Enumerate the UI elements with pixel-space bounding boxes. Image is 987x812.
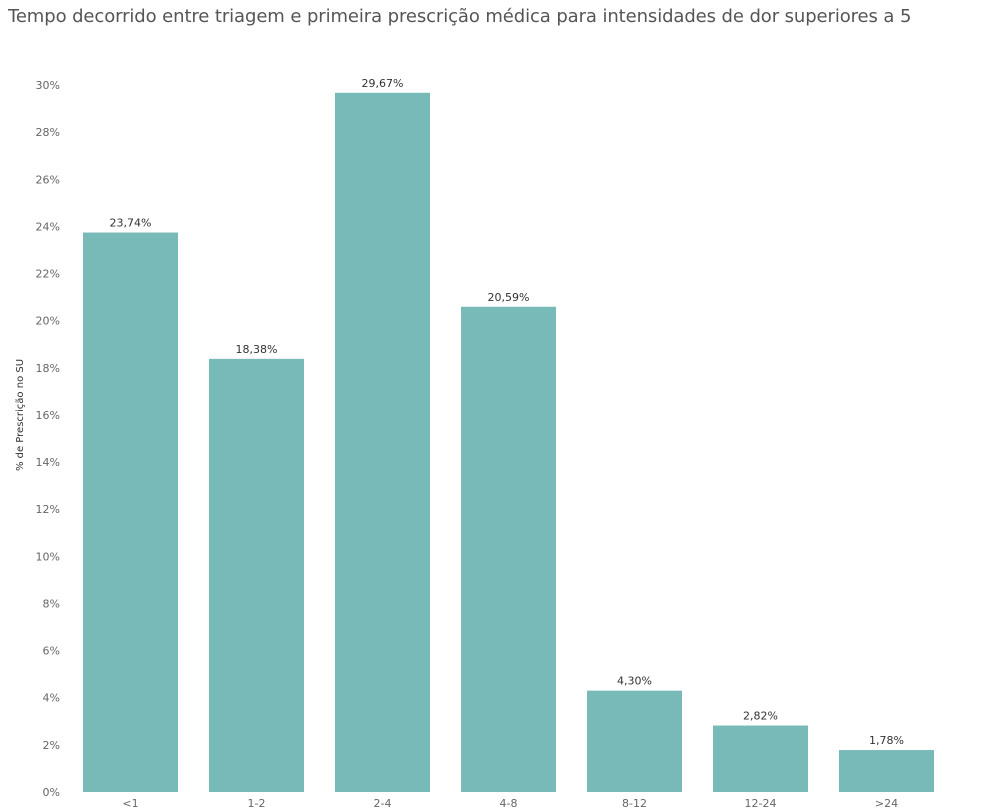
y-tick-label: 24% — [36, 220, 60, 233]
x-tick-label: 12-24 — [745, 797, 777, 810]
y-tick-label: 22% — [36, 268, 60, 281]
x-tick-label: 8-12 — [622, 797, 647, 810]
y-tick-label: 10% — [36, 550, 60, 563]
y-tick-label: 0% — [43, 786, 60, 799]
y-tick-label: 6% — [43, 645, 60, 658]
data-label: 23,74% — [110, 217, 152, 230]
bar-1-2[interactable] — [209, 358, 304, 792]
y-tick-label: 20% — [36, 315, 60, 328]
y-tick-label: 16% — [36, 409, 60, 422]
y-tick-label: 4% — [43, 692, 60, 705]
chart-title: Tempo decorrido entre triagem e primeira… — [8, 6, 912, 27]
data-label: 2,82% — [743, 710, 778, 723]
bar-8-12[interactable] — [587, 690, 682, 792]
y-tick-label: 12% — [36, 503, 60, 516]
y-tick-label: 18% — [36, 362, 60, 375]
bar-4-8[interactable] — [461, 306, 556, 792]
bar-2-4[interactable] — [335, 92, 430, 793]
bars-group: 23,74% 18,38% 29,67% 20,59% 4,30% 2,82% 1,78% — [83, 77, 934, 793]
x-tick-label: 4-8 — [500, 797, 518, 810]
x-tick-label: 1-2 — [248, 797, 266, 810]
x-tick-label: >24 — [875, 797, 898, 810]
data-label: 1,78% — [869, 734, 904, 747]
y-tick-label: 30% — [36, 79, 60, 92]
data-label: 29,67% — [362, 77, 404, 90]
data-label: 20,59% — [488, 291, 530, 304]
y-tick-label: 2% — [43, 739, 60, 752]
bar->24[interactable] — [839, 750, 934, 792]
y-tick-label: 8% — [43, 597, 60, 610]
x-axis: <1 1-2 2-4 4-8 8-12 12-24 >24 — [122, 797, 898, 810]
y-tick-label: 28% — [36, 126, 60, 139]
y-tick-label: 26% — [36, 173, 60, 186]
data-label: 4,30% — [617, 675, 652, 688]
x-tick-label: 2-4 — [374, 797, 392, 810]
y-tick-label: 14% — [36, 456, 60, 469]
x-tick-label: <1 — [122, 797, 138, 810]
y-axis: 0% 2% 4% 6% 8% 10% 12% 14% 16% 18% 20% 22% 24% 26% 28%… — [36, 79, 60, 799]
bar-<1[interactable] — [83, 232, 178, 792]
y-axis-label: % de Prescrição no SU — [15, 359, 26, 471]
bar-12-24[interactable] — [713, 725, 808, 792]
data-label: 18,38% — [236, 343, 278, 356]
